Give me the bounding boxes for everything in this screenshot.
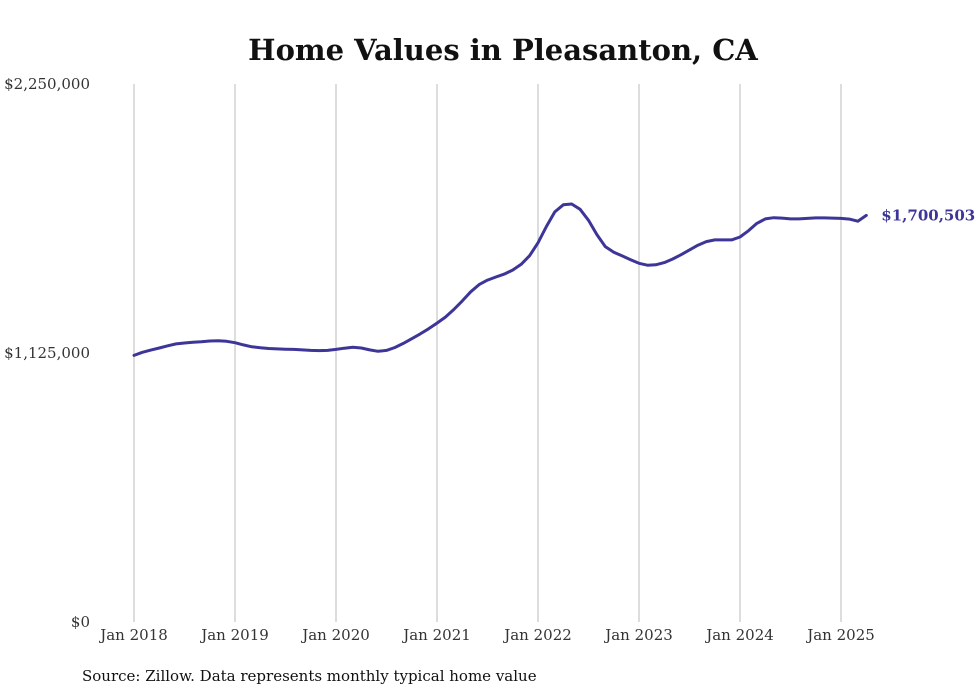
- x-tick-label: Jan 2025: [805, 626, 875, 644]
- x-axis: Jan 2018 Jan 2019 Jan 2020 Jan 2021 Jan 2022…: [98, 626, 875, 644]
- y-tick-label: $1,125,000: [4, 344, 90, 362]
- source-note: Source: Zillow. Data represents monthly …: [82, 667, 537, 685]
- x-tick-label: Jan 2020: [300, 626, 370, 644]
- x-tick-label: Jan 2019: [199, 626, 269, 644]
- x-tick-label: Jan 2018: [98, 626, 168, 644]
- x-tick-label: Jan 2022: [502, 626, 572, 644]
- x-tick-label: Jan 2023: [603, 626, 673, 644]
- gridlines: [133, 84, 842, 622]
- x-tick-label: Jan 2024: [704, 626, 774, 644]
- x-tick-label: Jan 2021: [401, 626, 471, 644]
- series-line: [132, 202, 868, 357]
- chart-title: Home Values in Pleasanton, CA: [248, 33, 758, 67]
- y-tick-label: $2,250,000: [4, 75, 90, 93]
- y-axis: $0 $1,125,000 $2,250,000: [4, 75, 90, 631]
- end-value-label: $1,700,503: [881, 206, 975, 224]
- y-tick-label: $0: [71, 613, 90, 631]
